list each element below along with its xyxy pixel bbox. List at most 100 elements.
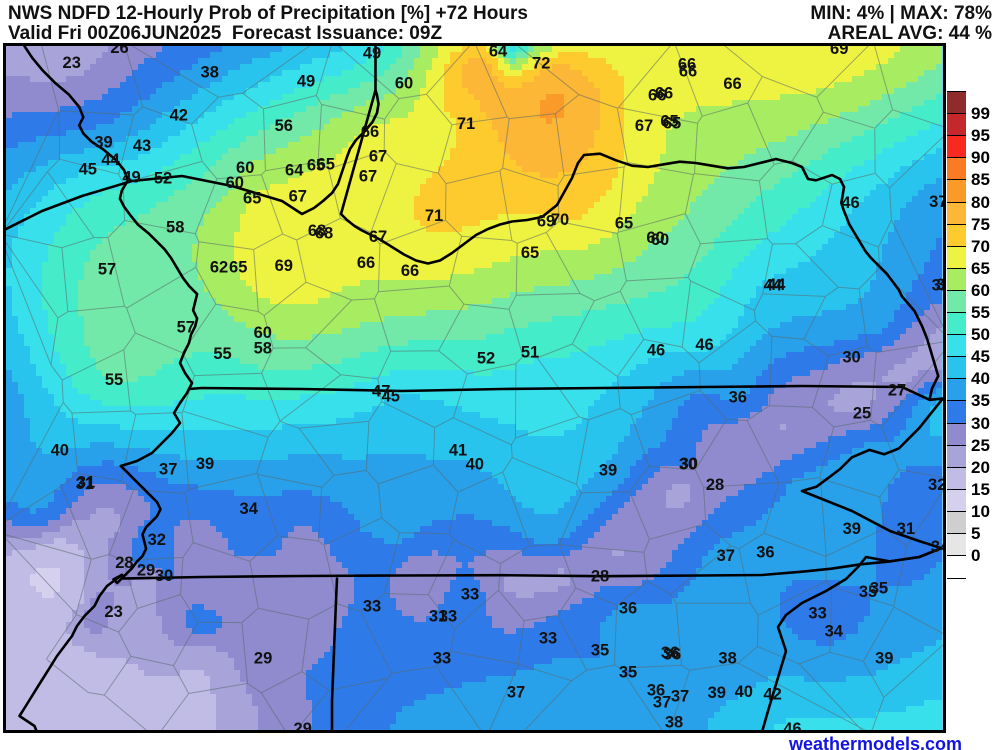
svg-text:58: 58 bbox=[166, 218, 184, 236]
svg-text:49: 49 bbox=[297, 72, 315, 90]
svg-text:69: 69 bbox=[830, 46, 848, 58]
svg-text:32: 32 bbox=[148, 531, 166, 549]
svg-text:37: 37 bbox=[929, 193, 946, 211]
svg-text:64: 64 bbox=[489, 46, 508, 60]
svg-text:35: 35 bbox=[870, 579, 888, 597]
svg-text:65: 65 bbox=[229, 258, 247, 276]
svg-text:36: 36 bbox=[756, 543, 774, 561]
svg-text:57: 57 bbox=[98, 260, 116, 278]
svg-text:42: 42 bbox=[170, 106, 188, 124]
svg-text:37: 37 bbox=[717, 547, 735, 565]
svg-text:30: 30 bbox=[680, 455, 698, 473]
svg-text:44: 44 bbox=[764, 277, 783, 295]
svg-text:45: 45 bbox=[382, 387, 400, 405]
svg-text:49: 49 bbox=[122, 169, 140, 187]
svg-text:60: 60 bbox=[226, 174, 244, 192]
svg-text:39: 39 bbox=[94, 134, 112, 152]
svg-text:60: 60 bbox=[395, 74, 413, 92]
svg-text:65: 65 bbox=[660, 113, 678, 131]
svg-text:44: 44 bbox=[101, 151, 120, 169]
svg-text:46: 46 bbox=[647, 341, 665, 359]
svg-text:66: 66 bbox=[723, 75, 741, 93]
svg-text:23: 23 bbox=[63, 54, 81, 72]
svg-text:35: 35 bbox=[619, 663, 637, 681]
svg-text:38: 38 bbox=[665, 713, 683, 731]
svg-text:46: 46 bbox=[695, 336, 713, 354]
svg-text:36: 36 bbox=[619, 599, 637, 617]
svg-text:29: 29 bbox=[137, 561, 155, 579]
svg-text:40: 40 bbox=[735, 683, 753, 701]
svg-text:29: 29 bbox=[294, 720, 312, 733]
svg-text:62: 62 bbox=[210, 258, 228, 276]
svg-text:32: 32 bbox=[928, 476, 946, 494]
svg-text:72: 72 bbox=[532, 54, 550, 72]
svg-text:25: 25 bbox=[853, 404, 871, 422]
svg-text:37: 37 bbox=[653, 693, 671, 711]
svg-text:66: 66 bbox=[648, 86, 666, 104]
svg-text:33: 33 bbox=[461, 585, 479, 603]
svg-text:66: 66 bbox=[357, 254, 375, 272]
svg-text:46: 46 bbox=[783, 720, 801, 733]
svg-text:31: 31 bbox=[76, 475, 94, 493]
svg-text:67: 67 bbox=[635, 117, 653, 135]
svg-text:33: 33 bbox=[539, 629, 557, 647]
svg-text:38: 38 bbox=[718, 650, 736, 668]
svg-text:33: 33 bbox=[439, 607, 457, 625]
svg-text:67: 67 bbox=[369, 228, 387, 246]
svg-text:37: 37 bbox=[671, 687, 689, 705]
svg-text:55: 55 bbox=[105, 371, 123, 389]
svg-text:38: 38 bbox=[201, 64, 219, 82]
svg-text:39: 39 bbox=[843, 520, 861, 538]
svg-text:43: 43 bbox=[133, 137, 151, 155]
svg-text:32: 32 bbox=[932, 277, 946, 295]
svg-text:35: 35 bbox=[591, 641, 609, 659]
svg-text:28: 28 bbox=[706, 476, 724, 494]
svg-text:45: 45 bbox=[79, 161, 97, 179]
svg-text:66: 66 bbox=[361, 123, 379, 141]
svg-text:46: 46 bbox=[841, 194, 859, 212]
svg-text:58: 58 bbox=[254, 340, 272, 358]
svg-text:69: 69 bbox=[275, 257, 293, 275]
svg-text:26: 26 bbox=[110, 46, 128, 57]
svg-text:34: 34 bbox=[240, 500, 259, 518]
svg-text:49: 49 bbox=[363, 46, 381, 62]
svg-text:33: 33 bbox=[433, 649, 451, 667]
svg-text:37: 37 bbox=[507, 683, 525, 701]
svg-text:30: 30 bbox=[155, 567, 173, 585]
svg-text:70: 70 bbox=[551, 211, 569, 229]
svg-text:27: 27 bbox=[888, 382, 906, 400]
svg-text:65: 65 bbox=[615, 214, 633, 232]
svg-text:28: 28 bbox=[591, 567, 609, 585]
svg-text:33: 33 bbox=[808, 605, 826, 623]
svg-text:66: 66 bbox=[401, 262, 419, 280]
svg-text:40: 40 bbox=[466, 455, 484, 473]
svg-text:57: 57 bbox=[177, 319, 195, 337]
svg-text:52: 52 bbox=[477, 349, 495, 367]
svg-text:66: 66 bbox=[678, 56, 696, 74]
svg-text:56: 56 bbox=[275, 117, 293, 135]
svg-text:39: 39 bbox=[708, 684, 726, 702]
svg-text:55: 55 bbox=[213, 345, 231, 363]
svg-text:29: 29 bbox=[254, 650, 272, 668]
svg-text:68: 68 bbox=[315, 224, 333, 242]
svg-text:39: 39 bbox=[196, 455, 214, 473]
svg-text:34: 34 bbox=[931, 538, 946, 556]
svg-text:23: 23 bbox=[104, 603, 122, 621]
svg-text:71: 71 bbox=[457, 115, 475, 133]
svg-text:60: 60 bbox=[646, 229, 664, 247]
svg-text:31: 31 bbox=[897, 520, 915, 538]
svg-text:67: 67 bbox=[369, 147, 387, 165]
svg-text:65: 65 bbox=[243, 189, 261, 207]
svg-text:67: 67 bbox=[289, 187, 307, 205]
svg-text:65: 65 bbox=[521, 244, 539, 262]
svg-text:36: 36 bbox=[729, 389, 747, 407]
svg-text:41: 41 bbox=[449, 441, 467, 459]
svg-text:42: 42 bbox=[763, 686, 781, 704]
svg-text:30: 30 bbox=[842, 348, 860, 366]
svg-text:64: 64 bbox=[285, 161, 304, 179]
svg-text:34: 34 bbox=[825, 623, 844, 641]
svg-text:39: 39 bbox=[599, 461, 617, 479]
svg-text:65: 65 bbox=[307, 156, 325, 174]
svg-text:51: 51 bbox=[521, 343, 539, 361]
svg-text:39: 39 bbox=[875, 650, 893, 668]
